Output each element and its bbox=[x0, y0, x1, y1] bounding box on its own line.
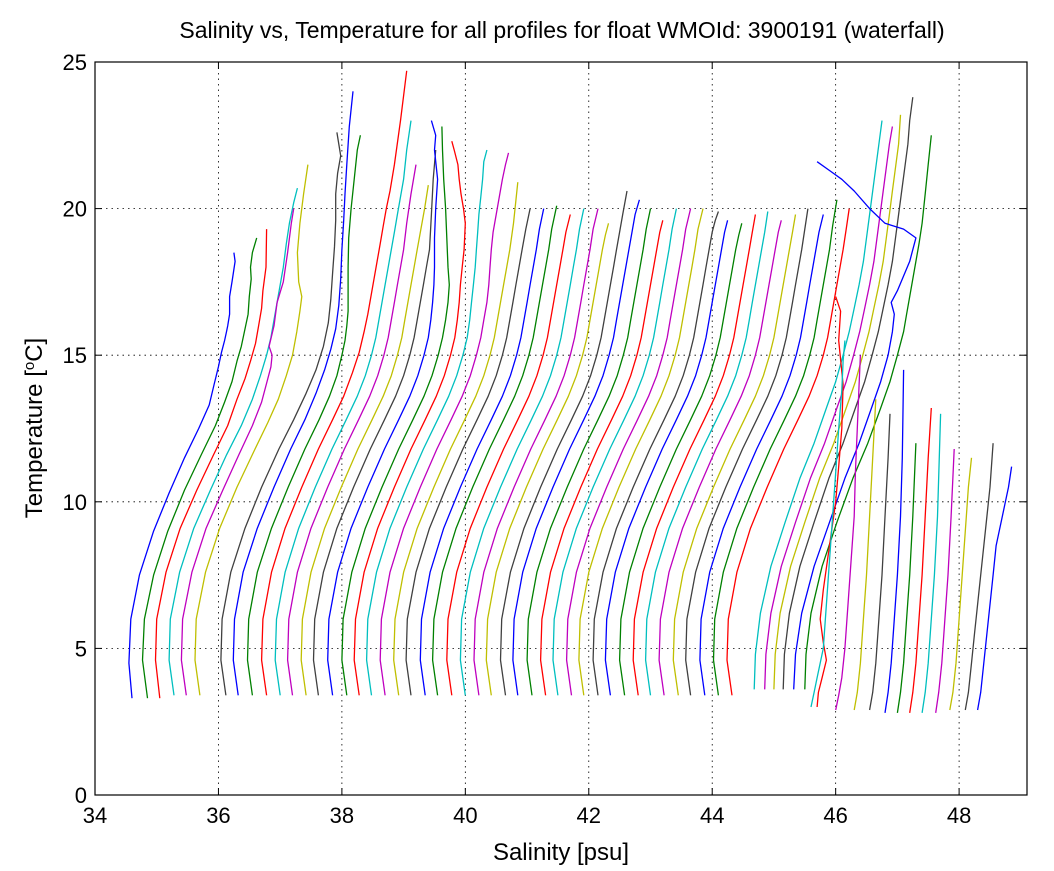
x-tick-label: 34 bbox=[83, 803, 107, 828]
profile-line-5 bbox=[180, 208, 295, 696]
profile-line-3 bbox=[154, 229, 268, 699]
profile-line-45 bbox=[726, 208, 850, 696]
profile-line-54 bbox=[835, 355, 862, 711]
profile-line-32 bbox=[552, 208, 678, 696]
profile-line-10 bbox=[260, 70, 408, 696]
profile-line-11 bbox=[274, 120, 412, 696]
profile-line-25 bbox=[459, 208, 585, 696]
profile-line-57 bbox=[884, 369, 905, 713]
x-tick-label: 42 bbox=[577, 803, 601, 828]
profile-line-42 bbox=[685, 208, 809, 696]
profile-line-24 bbox=[446, 214, 571, 696]
profile-line-28 bbox=[499, 190, 628, 696]
profile-line-21 bbox=[405, 208, 531, 696]
profile-line-4 bbox=[168, 187, 299, 696]
profile-line-40 bbox=[658, 220, 782, 696]
profile-line-31 bbox=[539, 220, 664, 696]
x-tick-label: 40 bbox=[453, 803, 477, 828]
y-tick-label: 25 bbox=[63, 50, 87, 75]
profile-line-51 bbox=[804, 135, 932, 690]
profile-line-41 bbox=[672, 214, 797, 696]
profile-line-26 bbox=[473, 208, 599, 696]
profile-line-19 bbox=[379, 152, 510, 696]
profile-line-37 bbox=[618, 223, 743, 696]
y-axis-title-end: C] bbox=[21, 338, 48, 362]
profile-line-2 bbox=[141, 237, 258, 699]
x-tick-label: 46 bbox=[823, 803, 847, 828]
profile-line-62 bbox=[949, 457, 973, 711]
profile-line-60 bbox=[921, 413, 942, 713]
profile-line-61 bbox=[935, 448, 955, 713]
profile-line-23 bbox=[431, 205, 558, 696]
x-tick-label: 44 bbox=[700, 803, 724, 828]
profile-line-53 bbox=[810, 340, 846, 708]
x-tick-label: 38 bbox=[330, 803, 354, 828]
series-layer bbox=[128, 70, 1013, 713]
profile-line-13 bbox=[300, 184, 429, 696]
profile-line-56 bbox=[868, 413, 891, 711]
x-tick-label: 48 bbox=[947, 803, 971, 828]
profile-line-20 bbox=[393, 182, 519, 696]
profile-line-14 bbox=[312, 149, 437, 696]
profile-line-1 bbox=[128, 252, 236, 699]
profile-line-55 bbox=[853, 399, 877, 711]
profile-line-6 bbox=[194, 164, 309, 696]
profile-line-49 bbox=[782, 97, 914, 690]
x-tick-label: 36 bbox=[206, 803, 230, 828]
y-axis-title-superscript: o bbox=[21, 362, 38, 370]
profile-line-18 bbox=[365, 149, 488, 696]
x-axis-title: Salinity [psu] bbox=[493, 839, 629, 866]
plot-area-frame bbox=[94, 61, 1028, 796]
y-axis-title: Temperature [oC] bbox=[21, 338, 49, 518]
profile-line-48 bbox=[773, 114, 902, 690]
y-tick-label: 15 bbox=[63, 343, 87, 368]
profile-line-43 bbox=[699, 214, 824, 696]
profile-line-8 bbox=[232, 91, 354, 696]
profile-line-15 bbox=[327, 120, 439, 696]
profile-line-29 bbox=[512, 199, 641, 696]
profile-line-27 bbox=[485, 223, 610, 696]
profile-line-59 bbox=[909, 407, 932, 713]
profile-line-47 bbox=[764, 126, 894, 690]
profile-line-35 bbox=[592, 211, 720, 696]
profile-line-33 bbox=[565, 208, 692, 696]
profile-line-16 bbox=[341, 126, 450, 696]
profile-line-63 bbox=[964, 443, 994, 711]
y-tick-label: 5 bbox=[75, 636, 87, 661]
profile-line-34 bbox=[578, 208, 704, 696]
profile-line-58 bbox=[896, 443, 917, 713]
profile-line-17 bbox=[353, 141, 466, 696]
profile-line-44 bbox=[712, 199, 838, 696]
profile-line-7 bbox=[220, 132, 342, 696]
profile-line-38 bbox=[632, 214, 757, 696]
profile-line-9 bbox=[246, 135, 362, 696]
profile-line-36 bbox=[604, 220, 729, 696]
profile-line-30 bbox=[526, 208, 652, 696]
profile-line-50 bbox=[793, 161, 917, 690]
y-axis-title-main: Temperature [ bbox=[21, 370, 48, 518]
profile-line-64 bbox=[976, 466, 1013, 711]
profile-line-12 bbox=[286, 164, 417, 696]
chart-title: Salinity vs, Temperature for all profile… bbox=[179, 17, 944, 43]
profile-line-46 bbox=[753, 120, 883, 690]
tick-layer: 34 36 38 40 42 44 46 48 0 5 10 15 20 25 bbox=[63, 50, 1027, 828]
y-tick-label: 20 bbox=[63, 197, 87, 222]
y-tick-label: 0 bbox=[75, 783, 87, 808]
profile-line-22 bbox=[419, 208, 545, 696]
y-tick-label: 10 bbox=[63, 490, 87, 515]
profile-line-39 bbox=[644, 211, 769, 696]
profile-line-52 bbox=[816, 296, 844, 708]
